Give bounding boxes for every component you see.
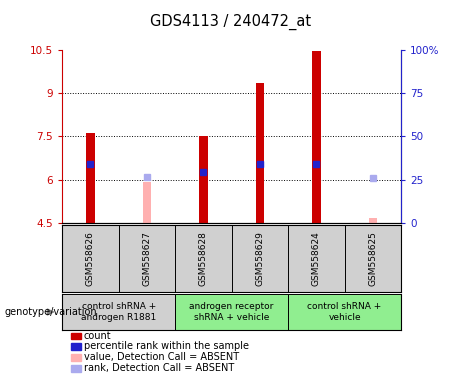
Bar bbox=[369, 218, 377, 223]
Bar bbox=[175, 294, 288, 330]
Text: androgen receptor
shRNA + vehicle: androgen receptor shRNA + vehicle bbox=[189, 302, 274, 322]
Text: percentile rank within the sample: percentile rank within the sample bbox=[84, 341, 249, 351]
Text: GSM558629: GSM558629 bbox=[255, 231, 265, 286]
Text: GSM558627: GSM558627 bbox=[142, 231, 152, 286]
Text: GSM558626: GSM558626 bbox=[86, 231, 95, 286]
Text: genotype/variation: genotype/variation bbox=[5, 307, 97, 317]
Bar bbox=[199, 136, 207, 223]
Bar bbox=[143, 182, 151, 223]
Text: GSM558628: GSM558628 bbox=[199, 231, 208, 286]
Text: rank, Detection Call = ABSENT: rank, Detection Call = ABSENT bbox=[84, 363, 234, 373]
Bar bbox=[62, 294, 175, 330]
Text: GDS4113 / 240472_at: GDS4113 / 240472_at bbox=[150, 13, 311, 30]
Bar bbox=[86, 134, 95, 223]
Text: GSM558625: GSM558625 bbox=[368, 231, 378, 286]
Bar bbox=[312, 51, 320, 223]
Text: count: count bbox=[84, 331, 112, 341]
Text: control shRNA +
vehicle: control shRNA + vehicle bbox=[307, 302, 382, 322]
Bar bbox=[256, 83, 264, 223]
Bar bbox=[288, 294, 401, 330]
Text: GSM558624: GSM558624 bbox=[312, 231, 321, 286]
Text: value, Detection Call = ABSENT: value, Detection Call = ABSENT bbox=[84, 352, 239, 362]
Text: control shRNA +
androgen R1881: control shRNA + androgen R1881 bbox=[81, 302, 156, 322]
